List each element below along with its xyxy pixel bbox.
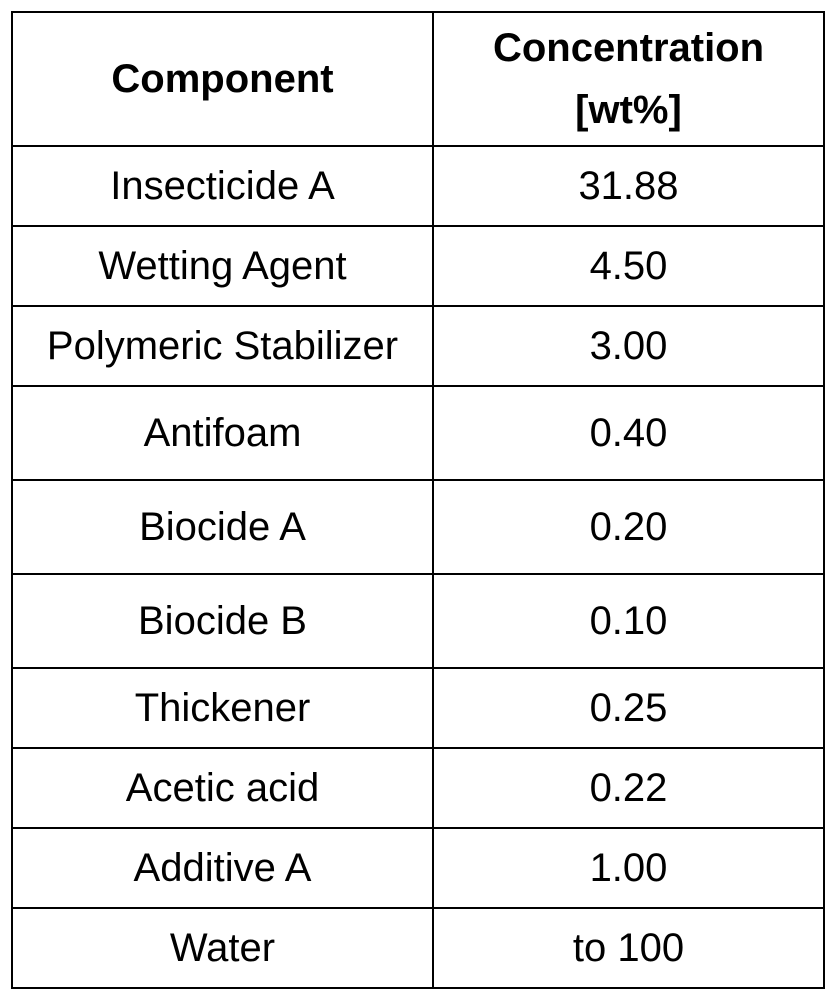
- concentration-cell: 0.22: [433, 748, 824, 828]
- table-row: Additive A1.00: [12, 828, 824, 908]
- concentration-cell: 1.00: [433, 828, 824, 908]
- table-row: Wetting Agent4.50: [12, 226, 824, 306]
- concentration-cell: 0.25: [433, 668, 824, 748]
- concentration-cell: 4.50: [433, 226, 824, 306]
- concentration-cell: 0.20: [433, 480, 824, 574]
- table-row: Antifoam0.40: [12, 386, 824, 480]
- component-cell: Acetic acid: [12, 748, 433, 828]
- component-cell: Thickener: [12, 668, 433, 748]
- component-cell: Polymeric Stabilizer: [12, 306, 433, 386]
- concentration-cell: 0.10: [433, 574, 824, 668]
- header-cell: Concentration [wt%]: [433, 12, 824, 146]
- component-cell: Water: [12, 908, 433, 988]
- component-cell: Additive A: [12, 828, 433, 908]
- component-cell: Biocide A: [12, 480, 433, 574]
- header-row: ComponentConcentration [wt%]: [12, 12, 824, 146]
- component-cell: Insecticide A: [12, 146, 433, 226]
- table-row: Biocide A0.20: [12, 480, 824, 574]
- header-cell: Component: [12, 12, 433, 146]
- table-header: ComponentConcentration [wt%]: [12, 12, 824, 146]
- table-row: Biocide B0.10: [12, 574, 824, 668]
- table-row: Thickener0.25: [12, 668, 824, 748]
- composition-table: ComponentConcentration [wt%] Insecticide…: [11, 11, 825, 989]
- component-cell: Biocide B: [12, 574, 433, 668]
- concentration-cell: 31.88: [433, 146, 824, 226]
- concentration-cell: 3.00: [433, 306, 824, 386]
- component-cell: Wetting Agent: [12, 226, 433, 306]
- concentration-cell: 0.40: [433, 386, 824, 480]
- component-cell: Antifoam: [12, 386, 433, 480]
- table-body: Insecticide A31.88Wetting Agent4.50Polym…: [12, 146, 824, 988]
- concentration-cell: to 100: [433, 908, 824, 988]
- table-row: Waterto 100: [12, 908, 824, 988]
- table-row: Polymeric Stabilizer3.00: [12, 306, 824, 386]
- table-row: Insecticide A31.88: [12, 146, 824, 226]
- table-row: Acetic acid0.22: [12, 748, 824, 828]
